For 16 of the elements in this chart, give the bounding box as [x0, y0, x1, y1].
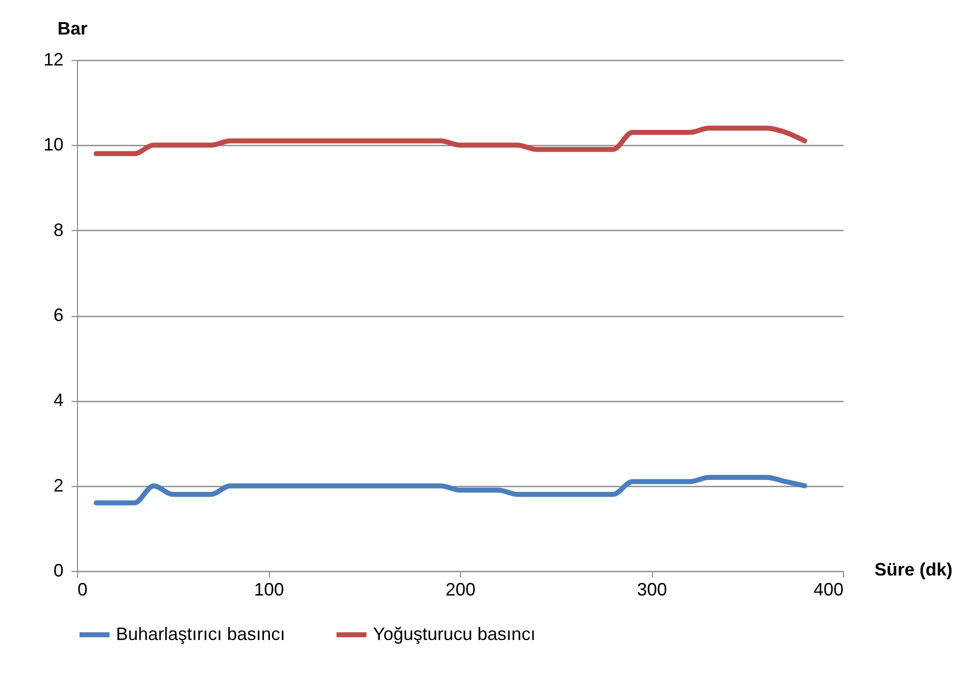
- y-axis-title: Bar: [57, 18, 88, 38]
- legend-label: Buharlaştırıcı basıncı: [116, 624, 286, 644]
- y-tick-label: 12: [43, 50, 64, 70]
- y-tick-label: 0: [53, 560, 64, 580]
- y-tick-label: 10: [43, 134, 64, 155]
- y-tick-label: 6: [53, 305, 64, 325]
- legend-label: Yoğuşturucu basıncı: [373, 624, 536, 644]
- y-tick-label: 4: [53, 390, 64, 410]
- x-tick-label: 400: [813, 580, 844, 600]
- y-tick-label: 8: [53, 220, 64, 240]
- x-axis-title: Süre (dk): [874, 560, 952, 580]
- y-tick-label: 2: [53, 475, 64, 496]
- x-tick-label: 100: [254, 580, 284, 600]
- x-tick-label: 300: [636, 580, 668, 600]
- x-tick-label: 200: [445, 580, 476, 600]
- x-tick-label: 0: [78, 580, 88, 600]
